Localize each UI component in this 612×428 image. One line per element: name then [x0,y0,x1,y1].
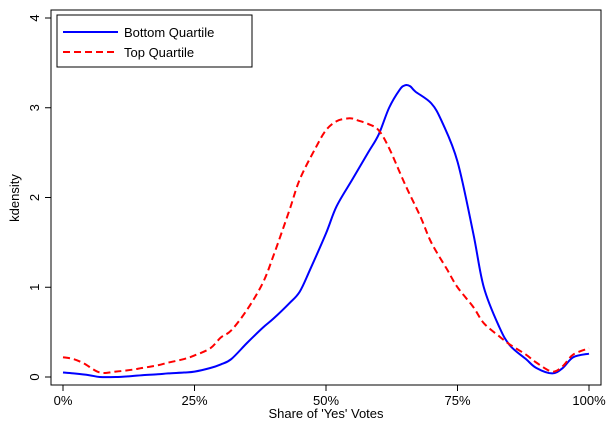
y-tick-label: 2 [27,194,42,201]
x-tick-label: 25% [181,393,207,408]
x-tick-label: 0% [54,393,73,408]
x-axis-title: Share of 'Yes' Votes [268,406,384,421]
y-axis-title: kdensity [7,174,22,222]
y-tick-label: 1 [27,284,42,291]
legend: Bottom Quartile Top Quartile [56,14,253,68]
y-axis: 0 1 2 3 4 [27,14,51,381]
legend-label-bottom-quartile: Bottom Quartile [124,25,214,40]
legend-box [56,14,253,68]
x-tick-label: 75% [444,393,470,408]
x-tick-label: 50% [313,393,339,408]
series-line-bottom-quartile [62,84,590,379]
series-line-top-quartile [62,117,590,375]
x-axis: 0% 25% 50% 75% 100% [54,385,606,408]
y-tick-label: 0 [27,373,42,380]
y-tick-label: 4 [27,14,42,21]
x-tick-label: 100% [572,393,606,408]
y-tick-label: 3 [27,104,42,111]
series-layer [62,84,590,379]
legend-label-top-quartile: Top Quartile [124,45,194,60]
